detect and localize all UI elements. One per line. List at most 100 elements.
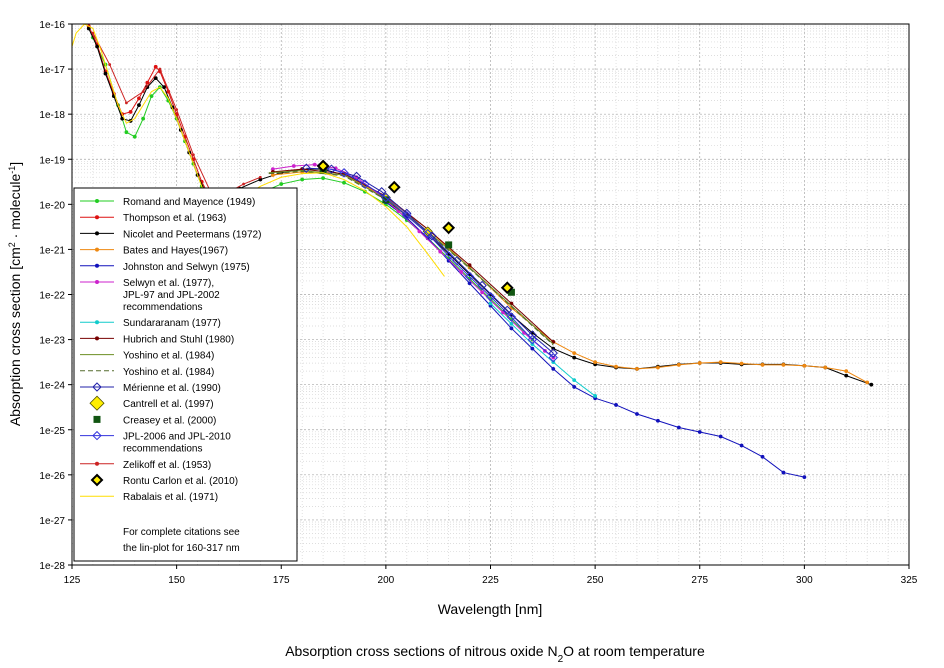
data-point [153, 64, 158, 69]
data-point [464, 271, 475, 282]
data-point [467, 281, 472, 286]
legend-label: Bates and Hayes(1967) [123, 246, 228, 257]
data-point [382, 196, 390, 204]
series-6 [488, 301, 598, 398]
data-point [141, 90, 145, 94]
x-tick-label: 175 [273, 575, 290, 586]
data-point [530, 346, 535, 351]
data-point [718, 434, 723, 439]
legend-swatch-marker [93, 415, 101, 423]
legend-swatch-marker [95, 263, 99, 268]
data-point [103, 71, 108, 76]
data-point [548, 352, 558, 363]
legend-label: Nicolet and Peetermans (1972) [123, 229, 261, 240]
data-point [635, 366, 639, 371]
x-tick-label: 225 [482, 575, 499, 586]
legend-label: Yoshino et al. (1984) [123, 367, 214, 378]
data-point [635, 412, 639, 416]
data-point [760, 362, 765, 367]
data-point [339, 168, 349, 178]
legend-label: Cantrell et al. (1997) [123, 399, 214, 410]
x-tick-label: 325 [901, 575, 918, 586]
y-tick-label: 1e-28 [39, 561, 65, 572]
data-point [697, 361, 702, 365]
legend-swatch-marker [95, 199, 99, 203]
data-point [132, 134, 137, 139]
legend-swatch-marker [90, 473, 104, 487]
legend-label: Yoshino et al. (1984) [123, 351, 214, 362]
legend-swatch-marker [95, 320, 99, 325]
data-point [485, 292, 496, 302]
data-point [376, 187, 387, 197]
series-9 [268, 170, 554, 346]
data-point [676, 362, 681, 367]
chart-caption: Absorption cross sections of nitrous oxi… [285, 643, 705, 665]
data-point [125, 101, 128, 105]
data-point [387, 180, 401, 194]
data-point [739, 361, 744, 366]
data-point [316, 159, 330, 173]
series-line [490, 303, 596, 397]
data-point [423, 228, 433, 239]
data-point [760, 454, 765, 459]
legend-label: Selwyn et al. (1977), [123, 278, 214, 289]
data-point [258, 175, 262, 179]
series-line [322, 166, 554, 358]
legend-item: Nicolet and Peetermans (1972) [80, 229, 261, 240]
data-point [718, 360, 723, 365]
y-axis: 1e-16 1e-17 1e-18 1e-19 1e-20 1e-21 1e-22 1e-23… [39, 20, 72, 572]
y-tick-label: 1e-21 [39, 245, 65, 256]
data-point [422, 226, 433, 237]
legend-item: Selwyn et al. (1977),JPL-97 and JPL-2002… [80, 278, 220, 313]
data-point [270, 173, 275, 177]
legend-items: Romand and Mayence (1949) Thompson et al.… [80, 197, 261, 503]
legend-item: Rontu Carlon et al. (2010) [90, 473, 238, 487]
data-point [445, 241, 453, 249]
data-point [572, 355, 577, 360]
series-16 [71, 23, 445, 277]
data-point [145, 80, 150, 85]
y-tick-label: 1e-23 [39, 336, 65, 347]
data-point [781, 470, 786, 475]
data-point [593, 360, 598, 365]
x-tick-label: 250 [587, 575, 604, 586]
data-point [477, 280, 487, 291]
legend-item: Hubrich and Stuhl (1980) [80, 334, 234, 345]
data-point [158, 67, 162, 71]
legend-item: Yoshino et al. (1984) [80, 351, 214, 362]
legend-label: Rontu Carlon et al. (2010) [123, 476, 238, 487]
data-point [360, 179, 370, 189]
data-point [381, 192, 391, 203]
data-point [95, 44, 100, 49]
x-tick-label: 300 [796, 575, 813, 586]
data-point [802, 363, 807, 368]
legend-item: Zelikoff et al. (1953) [80, 460, 211, 471]
legend-label: Hubrich and Stuhl (1980) [123, 334, 234, 345]
legend-label: Mérienne et al. (1990) [123, 383, 221, 394]
legend-item: Yoshino et al. (1984) [80, 367, 214, 378]
y-tick-label: 1e-16 [39, 20, 65, 31]
legend-item: Rabalais et al. (1971) [80, 492, 218, 503]
legend-item: Bates and Hayes(1967) [80, 246, 228, 257]
legend-label: Rabalais et al. (1971) [123, 492, 218, 503]
legend-swatch-marker [95, 247, 99, 252]
data-point [507, 288, 515, 296]
legend-item: Johnston and Selwyn (1975) [80, 262, 250, 273]
data-point [572, 385, 577, 389]
data-point [242, 182, 245, 186]
data-point [137, 103, 141, 108]
data-point [527, 334, 538, 345]
data-point [443, 251, 454, 261]
data-point [739, 443, 744, 448]
y-axis-title: Absorption cross section [cm2 · molecule… [7, 162, 23, 426]
legend-swatch-marker [95, 461, 99, 466]
data-point [593, 394, 598, 398]
data-point [614, 403, 618, 407]
data-point [676, 425, 681, 430]
legend-label: Thompson et al. (1963) [123, 213, 226, 224]
x-tick-label: 275 [691, 575, 708, 586]
y-tick-label: 1e-22 [39, 291, 65, 302]
legend-item: Sundararanam (1977) [80, 318, 221, 329]
series-line [306, 167, 554, 354]
